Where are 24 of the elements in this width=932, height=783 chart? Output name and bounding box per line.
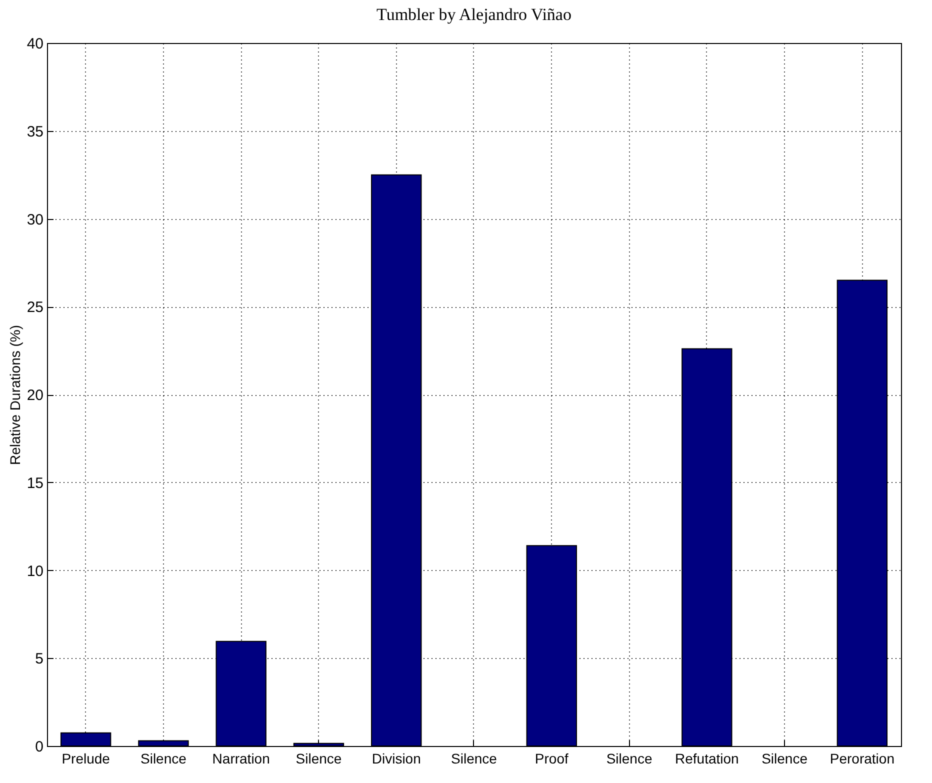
x-tick-label: Silence bbox=[451, 750, 498, 766]
x-tick-label: Proof bbox=[534, 750, 568, 766]
y-tick-label: 35 bbox=[26, 123, 44, 140]
x-tick-label: Division bbox=[372, 750, 421, 766]
y-tick-label: 25 bbox=[26, 299, 44, 316]
y-tick-label: 40 bbox=[26, 36, 44, 52]
x-tick-label: Silence bbox=[296, 750, 342, 766]
y-tick-label: 30 bbox=[26, 211, 44, 228]
y-axis-title: Relative Durations (%) bbox=[6, 324, 23, 466]
x-tick-label: Silence bbox=[606, 750, 652, 766]
chart-title: Tumbler by Alejandro Viñao bbox=[376, 5, 572, 24]
x-tick-label: Silence bbox=[762, 750, 808, 766]
bar bbox=[293, 742, 344, 746]
x-tick-label: Refutation bbox=[674, 750, 739, 766]
y-tick-label: 15 bbox=[26, 474, 44, 492]
y-tick-label: 20 bbox=[26, 387, 44, 404]
y-tick-label: 10 bbox=[26, 562, 44, 580]
y-tick-label: 5 bbox=[35, 650, 44, 668]
x-tick-label: Narration bbox=[212, 750, 270, 766]
y-tick-label: 0 bbox=[35, 738, 44, 756]
x-tick-label: Silence bbox=[140, 750, 187, 766]
x-tick-label: Peroration bbox=[830, 750, 894, 766]
x-tick-label: Prelude bbox=[62, 750, 110, 766]
bar bbox=[371, 174, 422, 746]
